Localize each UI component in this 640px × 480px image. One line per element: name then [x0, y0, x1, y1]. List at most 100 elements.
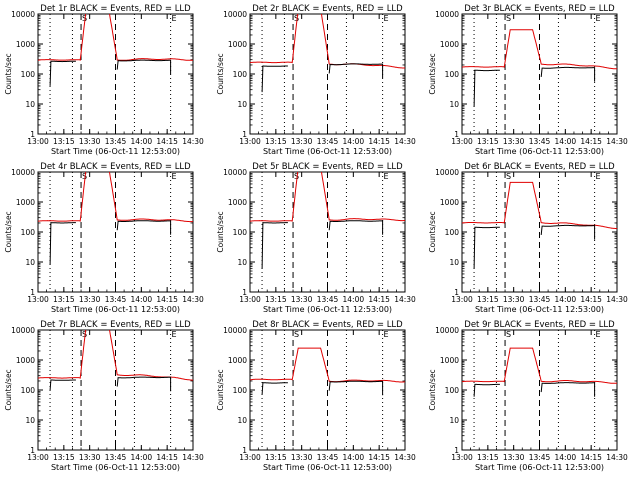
- x-tick-label: 14:15: [580, 453, 602, 462]
- panel-title: Det 3r BLACK = Events, RED = LLD: [464, 4, 615, 14]
- x-tick-label: 13:45: [529, 295, 551, 304]
- panel-det-3: Det 3r BLACK = Events, RED = LLD 1 10 100 10…: [428, 4, 628, 156]
- panel-title: Det 8r BLACK = Events, RED = LLD: [252, 320, 403, 330]
- x-tick-label: 14:30: [394, 453, 416, 462]
- x-axis-label: Start Time (06-Oct-11 12:53:00): [475, 305, 604, 314]
- lld-series-line: [462, 347, 617, 384]
- events-series-line: [116, 376, 172, 392]
- y-tick-label: 1000: [228, 356, 247, 365]
- events-series-line: [116, 220, 172, 235]
- x-tick-label: 13:30: [79, 453, 101, 462]
- x-axis-label: Start Time (06-Oct-11 12:53:00): [475, 147, 604, 156]
- panel-title: Det 6r BLACK = Events, RED = LLD: [464, 162, 615, 172]
- lld-series-line: [250, 14, 405, 69]
- y-tick-label: 10: [237, 258, 247, 267]
- marker-e: E: [596, 14, 601, 23]
- x-tick-label: 14:15: [580, 137, 602, 146]
- y-tick-label: 100: [445, 228, 460, 237]
- x-tick-label: 13:45: [317, 295, 339, 304]
- x-tick-label: 14:00: [131, 137, 153, 146]
- y-axis-label: Counts/sec: [216, 53, 225, 94]
- x-tick-label: 14:15: [368, 137, 390, 146]
- x-tick-label: 14:15: [156, 295, 178, 304]
- x-tick-label: 14:00: [131, 295, 153, 304]
- events-series-line: [328, 63, 384, 78]
- y-tick-label: 10000: [11, 168, 35, 177]
- x-tick-label: 14:00: [343, 295, 365, 304]
- panel-det-6: Det 6r BLACK = Events, RED = LLD 1 10 100 10…: [428, 162, 628, 314]
- x-tick-label: 13:00: [451, 137, 473, 146]
- y-tick-label: 1000: [228, 198, 247, 207]
- y-tick-label: 100: [21, 70, 36, 79]
- y-tick-label: 10000: [223, 10, 247, 19]
- x-tick-label: 14:30: [606, 295, 628, 304]
- events-series-line: [540, 382, 596, 397]
- x-tick-label: 13:00: [27, 137, 49, 146]
- lld-series-line: [250, 172, 405, 222]
- x-tick-label: 13:15: [477, 295, 499, 304]
- x-tick-label: 13:30: [291, 295, 313, 304]
- y-tick-label: 1: [454, 130, 459, 139]
- x-tick-label: 13:45: [317, 137, 339, 146]
- y-tick-label: 1000: [16, 40, 35, 49]
- marker-e: E: [172, 330, 177, 339]
- lld-series-line: [250, 347, 405, 383]
- x-tick-label: 13:15: [53, 295, 75, 304]
- x-tick-label: 14:30: [394, 137, 416, 146]
- y-tick-label: 1000: [440, 356, 459, 365]
- y-tick-label: 100: [233, 386, 248, 395]
- y-tick-label: 10: [25, 416, 35, 425]
- x-tick-label: 13:30: [79, 137, 101, 146]
- marker-e: E: [596, 172, 601, 181]
- y-tick-label: 1: [242, 130, 247, 139]
- marker-e: E: [384, 330, 389, 339]
- marker-s: S: [294, 172, 299, 181]
- panel-title: Det 4r BLACK = Events, RED = LLD: [40, 162, 191, 172]
- y-tick-label: 10: [237, 100, 247, 109]
- x-tick-label: 13:30: [503, 295, 525, 304]
- y-tick-label: 1: [242, 446, 247, 455]
- x-tick-label: 13:00: [27, 453, 49, 462]
- x-axis-label: Start Time (06-Oct-11 12:53:00): [51, 305, 180, 314]
- y-axis-label: Counts/sec: [428, 369, 437, 410]
- events-series-line: [49, 222, 76, 265]
- x-tick-label: 13:15: [265, 295, 287, 304]
- y-tick-label: 10: [25, 100, 35, 109]
- x-tick-label: 14:30: [606, 453, 628, 462]
- y-tick-label: 1000: [440, 198, 459, 207]
- y-axis-label: Counts/sec: [4, 53, 13, 94]
- x-tick-label: 14:30: [182, 137, 204, 146]
- x-tick-label: 13:45: [105, 453, 127, 462]
- panel-title: Det 5r BLACK = Events, RED = LLD: [252, 162, 403, 172]
- x-tick-label: 13:00: [239, 137, 261, 146]
- x-axis-label: Start Time (06-Oct-11 12:53:00): [263, 305, 392, 314]
- y-tick-label: 10: [25, 258, 35, 267]
- x-tick-label: 13:30: [291, 137, 313, 146]
- marker-s: S: [506, 14, 511, 23]
- x-tick-label: 13:15: [265, 137, 287, 146]
- y-tick-label: 10: [237, 416, 247, 425]
- marker-s: S: [82, 330, 87, 339]
- y-tick-label: 100: [21, 228, 36, 237]
- events-series-line: [473, 69, 500, 107]
- marker-e: E: [172, 172, 177, 181]
- y-tick-label: 100: [445, 386, 460, 395]
- x-tick-label: 13:30: [503, 137, 525, 146]
- y-tick-label: 1: [242, 288, 247, 297]
- x-tick-label: 13:15: [477, 453, 499, 462]
- events-series-line: [328, 220, 384, 235]
- events-series-line: [261, 222, 288, 269]
- x-tick-label: 14:30: [394, 295, 416, 304]
- x-tick-label: 14:00: [343, 453, 365, 462]
- panel-det-7: Det 7r BLACK = Events, RED = LLD 1 10 100 10…: [4, 320, 204, 472]
- y-axis-label: Counts/sec: [4, 369, 13, 410]
- events-series-line: [261, 382, 288, 395]
- x-tick-label: 13:15: [477, 137, 499, 146]
- x-tick-label: 14:15: [156, 137, 178, 146]
- y-tick-label: 10000: [223, 326, 247, 335]
- x-tick-label: 14:30: [182, 295, 204, 304]
- y-tick-label: 10000: [11, 326, 35, 335]
- y-axis-label: Counts/sec: [4, 211, 13, 252]
- x-tick-label: 13:00: [239, 295, 261, 304]
- panel-det-5: Det 5r BLACK = Events, RED = LLD 1 10 100 10…: [216, 162, 416, 314]
